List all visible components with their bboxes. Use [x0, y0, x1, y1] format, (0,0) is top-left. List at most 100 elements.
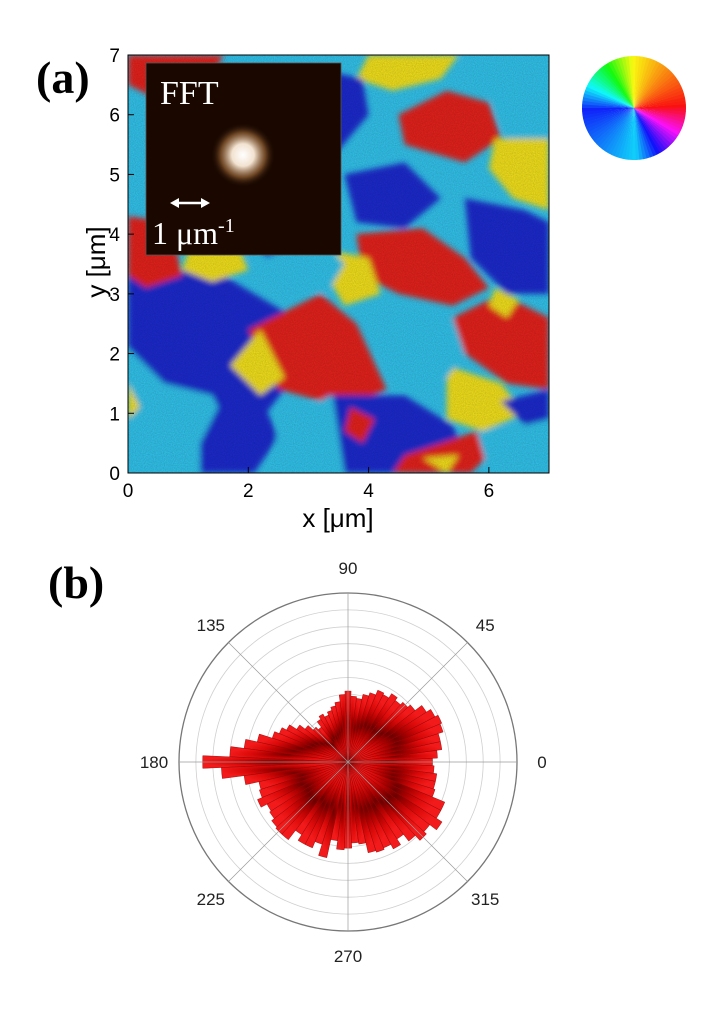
color-wheel-wedge	[604, 62, 634, 108]
x-axis-ticks: 0 2 4 6	[123, 467, 494, 502]
polar-spoke	[228, 761, 349, 882]
color-wheel-wedge	[589, 108, 634, 139]
color-wheel-wedge	[634, 74, 677, 108]
polar-angle-label: 180	[140, 753, 168, 772]
color-wheel-wedge	[634, 64, 667, 108]
polar-angle-label: 270	[334, 947, 362, 966]
y-tick-label: 1	[109, 404, 120, 425]
color-wheel-wedge	[634, 83, 682, 108]
polar-bar-335	[347, 761, 446, 811]
color-wheel-wedge	[634, 108, 667, 152]
scale-bar-exponent: -1	[218, 215, 235, 237]
y-axis-label: y [μm]	[81, 226, 111, 297]
color-wheel-wedge	[634, 108, 684, 130]
color-wheel-wedge	[634, 56, 640, 108]
color-wheel-wedge	[587, 80, 634, 108]
polar-spoke	[347, 642, 468, 763]
scale-bar-text: 1 μm	[152, 215, 218, 251]
color-wheel-wedge	[621, 108, 634, 160]
color-wheel-wedge	[634, 108, 686, 119]
scale-bar-label: 1 μm-1	[152, 215, 235, 251]
polar-bar-70	[347, 692, 377, 763]
x-tick-label: 2	[243, 481, 254, 502]
color-wheel-wedge	[614, 108, 634, 158]
color-wheel-wedge	[632, 108, 637, 161]
color-wheel-wedge	[634, 80, 680, 108]
scale-bar-right-arrow	[201, 198, 210, 208]
color-wheel-wedge	[634, 86, 683, 108]
color-wheel-wedge	[634, 108, 679, 139]
y-tick-label: 6	[109, 106, 120, 127]
color-wheel-wedge	[582, 97, 634, 108]
y-tick-label: 7	[109, 46, 120, 67]
color-wheel-wedge	[586, 108, 634, 133]
color-wheel-wedge	[591, 108, 634, 142]
color-wheel-wedge	[617, 108, 634, 159]
color-wheel-wedge	[584, 86, 634, 108]
polar-bar-245	[304, 761, 349, 849]
color-wheel-wedge	[634, 77, 679, 108]
polar-angle-label: 0	[537, 753, 546, 772]
fft-inset: FFT 1 μm-1	[145, 62, 342, 256]
color-wheel-wedge	[634, 108, 654, 158]
polar-histogram: 0 45 90 135 180 225 270 315	[140, 559, 547, 966]
color-wheel-wedge	[593, 71, 634, 108]
polar-bar-205	[257, 761, 349, 808]
color-wheel-wedge	[608, 108, 634, 155]
color-wheel-wedge	[598, 67, 634, 108]
y-tick-label: 4	[109, 225, 120, 246]
polar-bar-325	[347, 761, 443, 831]
color-wheel-wedge	[634, 56, 644, 108]
y-axis-ticks: 0 1 2 3 4 5 6 7	[109, 46, 134, 485]
x-tick-label: 6	[484, 481, 495, 502]
polar-spoke	[347, 761, 468, 882]
color-wheel-wedge	[581, 104, 634, 109]
color-wheel-wedge	[610, 59, 634, 108]
polar-bar-125	[316, 718, 349, 763]
color-wheel-wedge	[634, 108, 672, 147]
color-wheel-wedge	[594, 108, 634, 145]
color-wheel-wedge	[624, 108, 634, 160]
color-wheel-wedge	[634, 107, 687, 112]
color-wheel-wedge	[634, 108, 661, 155]
polar-bar-255	[318, 761, 349, 858]
color-wheel-wedge	[634, 108, 681, 136]
color-wheel-legend	[581, 55, 687, 161]
fft-spot	[211, 123, 275, 187]
polar-angle-label: 90	[339, 559, 358, 578]
color-wheel-wedge	[596, 108, 634, 147]
color-wheel-wedge	[588, 108, 634, 136]
color-wheel-wedge	[607, 61, 634, 108]
panel-a-label: (a)	[36, 52, 90, 103]
polar-angle-label: 135	[197, 616, 225, 635]
color-wheel-wedge	[634, 62, 664, 108]
scale-bar-left-arrow	[170, 198, 179, 208]
color-wheel-wedge	[634, 108, 658, 157]
color-wheel-wedge	[589, 77, 634, 108]
color-wheel-wedge	[586, 83, 634, 108]
color-wheel-wedge	[634, 108, 685, 123]
color-wheel-wedge	[634, 66, 669, 108]
fft-title: FFT	[160, 75, 219, 112]
color-wheel-wedge	[634, 69, 672, 108]
color-wheel-wedge	[583, 93, 634, 108]
polar-bar-25	[347, 714, 442, 763]
color-wheel-wedge	[634, 108, 682, 133]
polar-bar-55	[347, 693, 398, 763]
polar-bar-230	[281, 761, 349, 841]
polar-bar-340	[347, 761, 436, 798]
polar-spoke	[228, 642, 349, 763]
x-tick-label: 0	[123, 481, 134, 502]
polar-bar-265	[336, 761, 349, 851]
color-wheel-wedge	[601, 108, 634, 152]
polar-bar-65	[347, 689, 385, 763]
color-wheel-wedge	[582, 100, 634, 108]
polar-bar-35	[347, 705, 427, 763]
color-wheel-wedge	[591, 74, 634, 108]
color-wheel-wedge	[634, 108, 670, 149]
color-wheel-wedge	[599, 108, 634, 150]
color-wheel-wedge	[634, 56, 647, 108]
color-wheel-wedge	[585, 108, 634, 130]
color-wheel-wedge	[628, 108, 634, 160]
